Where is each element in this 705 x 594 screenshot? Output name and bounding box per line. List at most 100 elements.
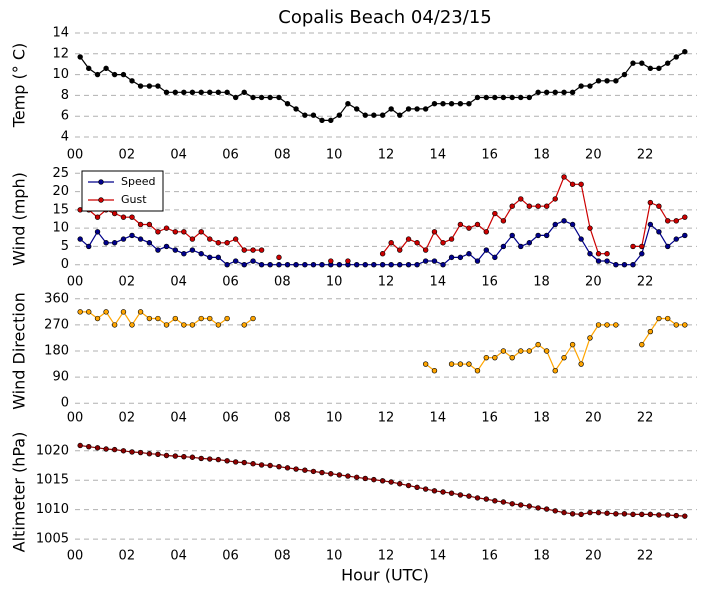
data-point [431, 101, 438, 107]
data-point [595, 322, 602, 328]
data-point [94, 214, 101, 220]
data-point [276, 254, 282, 261]
data-point [509, 94, 515, 101]
data-point [207, 89, 213, 95]
data-point [284, 261, 291, 268]
x-tick-label: 22 [637, 275, 654, 290]
legend-marker [98, 197, 104, 203]
x-tick-label: 20 [585, 275, 602, 290]
x-tick-label: 22 [637, 549, 654, 564]
data-point [604, 258, 610, 264]
data-point [682, 232, 688, 239]
data-point [466, 225, 472, 231]
data-point [224, 458, 230, 464]
chart-title: Copalis Beach 04/23/15 [278, 7, 491, 28]
data-point [379, 478, 386, 484]
data-point [673, 218, 679, 224]
data-point [483, 354, 489, 361]
data-point [604, 322, 610, 328]
y-tick-label: 90 [52, 370, 69, 385]
x-tick-label: 06 [222, 411, 239, 426]
data-point [198, 229, 204, 235]
data-point [293, 466, 299, 472]
data-point [561, 218, 567, 224]
data-point [155, 451, 161, 458]
data-point [543, 506, 550, 512]
data-point [448, 101, 455, 107]
data-point [129, 78, 135, 84]
data-point [414, 484, 420, 490]
x-tick-label: 12 [378, 549, 395, 564]
data-point [492, 210, 498, 217]
data-point [129, 214, 135, 220]
data-point [639, 243, 645, 250]
data-point [224, 261, 230, 268]
data-point [518, 348, 524, 354]
data-point [639, 251, 645, 257]
data-point [665, 512, 671, 518]
data-point [215, 89, 222, 95]
data-point [440, 489, 446, 495]
data-point [682, 322, 688, 328]
data-point [120, 214, 127, 220]
data-point [509, 203, 515, 209]
data-point [405, 236, 412, 242]
data-point [267, 462, 273, 469]
data-point [587, 251, 593, 257]
data-point [302, 467, 308, 473]
data-point [215, 456, 222, 463]
data-point [94, 315, 101, 322]
data-point [103, 65, 109, 72]
x-tick-label: 10 [326, 148, 343, 163]
data-point [518, 94, 524, 101]
data-point [587, 83, 593, 89]
x-tick-label: 14 [430, 148, 447, 163]
data-point [543, 203, 550, 209]
y-tick-label: 10 [52, 67, 69, 82]
x-tick-label: 06 [222, 275, 239, 290]
x-tick-label: 20 [585, 148, 602, 163]
data-point [77, 442, 83, 449]
data-point [466, 493, 472, 499]
data-point [431, 258, 438, 264]
data-point [448, 490, 455, 496]
data-point [181, 322, 187, 328]
data-point [146, 451, 153, 457]
x-tick-label: 14 [430, 411, 447, 426]
data-point [146, 83, 153, 89]
data-point [163, 322, 170, 328]
x-tick-label: 12 [378, 411, 395, 426]
x-tick-label: 00 [67, 411, 84, 426]
data-point [232, 258, 239, 264]
data-point [250, 94, 256, 101]
data-point [569, 221, 576, 228]
data-point [518, 196, 524, 202]
data-point [656, 65, 662, 72]
data-point [345, 258, 351, 264]
data-point [189, 89, 196, 95]
data-point [621, 71, 628, 78]
data-point [483, 496, 489, 502]
data-point [181, 251, 187, 257]
data-point [328, 258, 334, 264]
data-point [595, 509, 602, 516]
y-tick-label: 5 [61, 239, 69, 254]
data-point [673, 322, 679, 328]
data-point [474, 368, 481, 374]
data-point [630, 243, 636, 250]
data-point [397, 112, 403, 118]
data-point [587, 509, 593, 516]
series-line [80, 310, 685, 372]
data-point [371, 112, 377, 118]
data-point [215, 322, 222, 328]
data-point [129, 322, 135, 328]
data-point [103, 446, 109, 452]
data-point [111, 322, 118, 328]
data-point [250, 461, 256, 467]
data-point [673, 236, 679, 242]
y-tick-label: 0 [61, 396, 69, 411]
data-point [155, 83, 161, 89]
data-point [336, 112, 343, 118]
data-point [120, 236, 127, 242]
data-point [354, 106, 360, 112]
